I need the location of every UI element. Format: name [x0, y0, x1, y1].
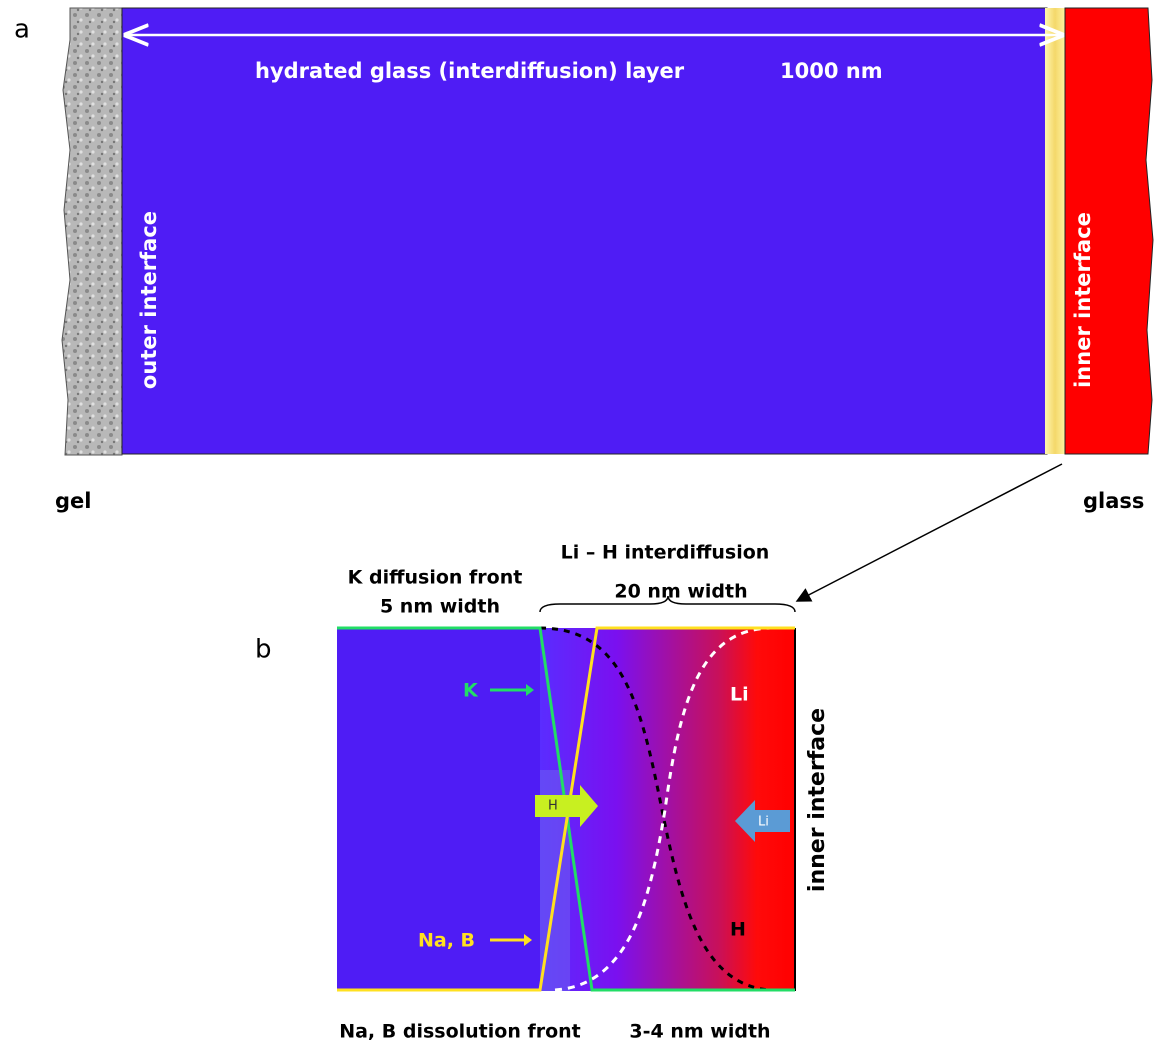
zoom-arrow: [795, 463, 1063, 602]
h-curve-label: H: [730, 919, 746, 941]
h-arrow-label: H: [548, 799, 558, 814]
nab-label: Na, B: [418, 930, 475, 952]
front-strip: [1045, 8, 1065, 454]
h-profile: [539, 626, 771, 992]
inner-interface-label: inner interface: [1071, 212, 1095, 388]
interdiffusion-title: Li – H interdiffusion: [561, 542, 770, 564]
layer-width: 1000 nm: [780, 59, 883, 83]
k-pointer-head: [526, 684, 534, 696]
brace: [539, 595, 796, 613]
panel-label: b: [255, 635, 272, 665]
gel-layer: [61, 7, 123, 456]
h-arrow: [535, 785, 598, 827]
panel-label: a: [14, 15, 30, 45]
glass-layer: [1064, 7, 1154, 455]
li-arrow-label: Li: [758, 815, 769, 830]
interdiffusion-width: 20 nm width: [614, 581, 747, 603]
k-label: K: [463, 680, 479, 702]
li-arrow: [735, 800, 790, 842]
inner-interface-label: inner interface: [805, 708, 830, 892]
hydrated-layer: [121, 7, 1048, 455]
nab-pointer-head: [524, 934, 532, 946]
glass-label: glass: [1083, 489, 1144, 513]
k-front-title: K diffusion front: [348, 567, 523, 589]
dissolution-front: Na, B dissolution front: [339, 1021, 581, 1043]
li-curve-label: Li: [730, 684, 749, 706]
dissolution-width: 3-4 nm width: [629, 1021, 770, 1043]
layer-title: hydrated glass (interdiffusion) layer: [255, 59, 685, 83]
outer-interface-label: outer interface: [137, 211, 161, 389]
gel-label: gel: [55, 489, 91, 513]
k-front-width: 5 nm width: [380, 596, 500, 618]
